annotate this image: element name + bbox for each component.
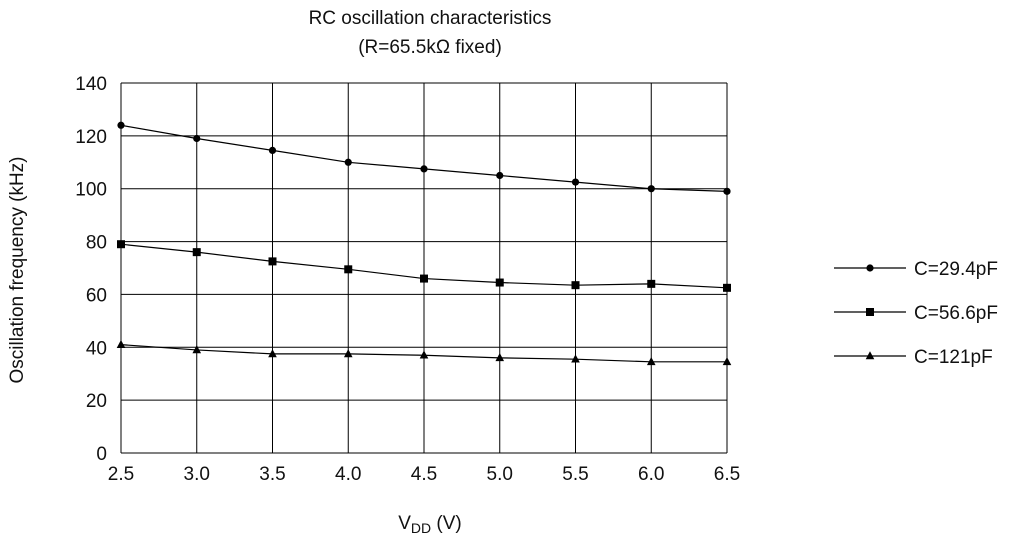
data-point bbox=[117, 240, 125, 249]
data-point bbox=[420, 274, 428, 283]
data-point bbox=[646, 357, 656, 366]
y-tick-label: 100 bbox=[75, 180, 107, 201]
data-point bbox=[495, 278, 504, 287]
grid bbox=[120, 82, 728, 454]
data-point bbox=[117, 121, 125, 129]
y-tick-label: 80 bbox=[86, 233, 107, 254]
legend: C=29.4pF C=56.6pF C=121pF bbox=[834, 259, 998, 368]
data-point bbox=[268, 146, 277, 154]
data-point bbox=[116, 339, 126, 348]
legend-marker bbox=[866, 308, 874, 316]
data-point bbox=[496, 171, 504, 180]
data-point bbox=[722, 357, 732, 366]
series-group bbox=[116, 121, 732, 366]
x-tick-label: 5.0 bbox=[487, 464, 513, 485]
data-point bbox=[344, 265, 353, 274]
x-tick-label: 6.5 bbox=[714, 464, 740, 485]
data-point bbox=[420, 165, 428, 173]
x-tick-label: 2.5 bbox=[108, 464, 134, 485]
y-tick-label: 60 bbox=[86, 285, 107, 306]
legend-marker bbox=[865, 351, 875, 360]
x-tick-label: 3.0 bbox=[184, 464, 210, 485]
x-tick-label: 6.0 bbox=[638, 464, 664, 485]
y-tick-label: 40 bbox=[86, 338, 107, 359]
legend-label: C=56.6pF bbox=[914, 303, 998, 324]
data-point bbox=[192, 345, 202, 354]
x-tick-label: 4.5 bbox=[411, 464, 437, 485]
y-axis-label: Oscillation frequency (kHz) bbox=[7, 156, 28, 383]
data-point bbox=[571, 354, 580, 363]
legend-label: C=29.4pF bbox=[914, 259, 998, 280]
data-point bbox=[419, 350, 429, 359]
data-point bbox=[495, 353, 505, 362]
x-axis-label-main: V bbox=[398, 513, 411, 534]
legend-label: C=121pF bbox=[914, 347, 993, 368]
data-point bbox=[571, 178, 580, 186]
y-tick-label: 120 bbox=[75, 127, 107, 148]
data-point bbox=[193, 134, 201, 143]
data-point bbox=[647, 185, 655, 193]
data-point bbox=[343, 349, 353, 358]
x-axis-label: VDD (V) bbox=[398, 513, 462, 536]
chart-subtitle: (R=65.5kΩ fixed) bbox=[358, 37, 502, 58]
data-point bbox=[723, 187, 731, 195]
chart-title: RC oscillation characteristics bbox=[309, 8, 552, 29]
data-point bbox=[268, 257, 277, 266]
x-tick-label: 3.5 bbox=[259, 464, 285, 485]
y-tick-label: 140 bbox=[75, 74, 107, 95]
x-axis-label-subscript: DD bbox=[411, 520, 431, 536]
y-tick-labels: 0 20 40 60 80 100 120 140 bbox=[75, 74, 107, 465]
data-point bbox=[647, 279, 656, 288]
legend-marker bbox=[866, 264, 874, 272]
data-point bbox=[571, 281, 580, 290]
x-axis-label-unit: (V) bbox=[431, 513, 462, 534]
x-tick-label: 4.0 bbox=[335, 464, 361, 485]
y-tick-label: 20 bbox=[86, 391, 107, 412]
data-point bbox=[344, 158, 352, 166]
x-tick-labels: 2.5 3.0 3.5 4.0 4.5 5.0 5.5 6.0 6.5 bbox=[108, 464, 740, 485]
y-tick-label: 0 bbox=[96, 444, 107, 465]
data-point bbox=[268, 349, 277, 358]
data-point bbox=[723, 283, 731, 292]
data-point bbox=[192, 248, 201, 257]
x-tick-label: 5.5 bbox=[562, 464, 588, 485]
